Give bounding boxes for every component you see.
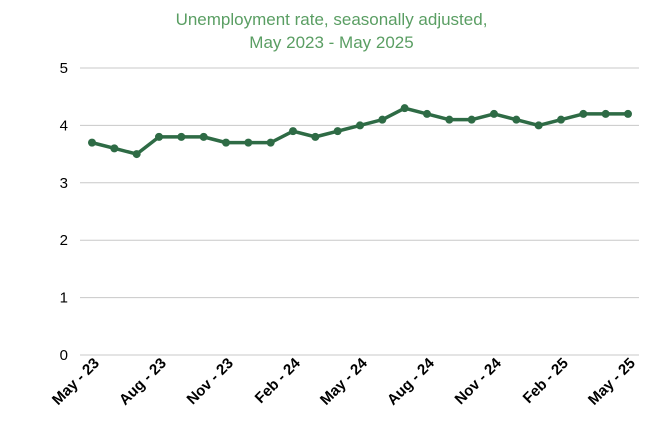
data-point <box>88 138 96 147</box>
data-point <box>467 115 476 124</box>
data-point <box>512 115 521 124</box>
x-tick-label: May - 24 <box>317 354 371 408</box>
data-point <box>132 150 141 159</box>
y-tick-label-0: 0 <box>60 347 68 364</box>
data-point <box>110 144 119 153</box>
chart-title-line-2: May 2023 - May 2025 <box>249 33 414 52</box>
y-tick-label-1: 1 <box>60 290 68 307</box>
y-tick-label-3: 3 <box>60 175 68 192</box>
data-point <box>244 138 253 147</box>
y-tick-label-5: 5 <box>60 60 68 77</box>
data-point <box>624 109 632 118</box>
x-tick-label: Aug - 23 <box>116 355 170 409</box>
data-point <box>356 121 364 130</box>
x-tick-label: May - 25 <box>585 355 639 409</box>
data-point <box>378 115 387 124</box>
x-tick-label: Nov - 23 <box>184 355 237 408</box>
x-tick-label: Feb - 25 <box>520 355 572 407</box>
series-line <box>90 106 630 156</box>
x-tick-label: Nov - 24 <box>452 354 506 408</box>
data-point <box>490 109 498 118</box>
y-axis-tick-labels: 0 1 2 3 4 5 <box>60 60 68 364</box>
data-point <box>423 109 431 118</box>
x-axis-tick-labels: May - 23 Aug - 23 Nov - 23 Feb - 24 May - 24… <box>49 354 639 408</box>
y-tick-label-4: 4 <box>60 117 68 134</box>
data-point <box>289 127 297 136</box>
data-point <box>333 127 342 136</box>
x-tick-label: Aug - 24 <box>384 354 438 408</box>
data-point <box>266 138 275 147</box>
grid-lines <box>80 67 639 356</box>
data-point <box>557 115 565 124</box>
data-point <box>445 115 454 124</box>
data-point <box>222 138 230 147</box>
x-tick-label: Feb - 24 <box>252 354 305 407</box>
data-point <box>400 104 409 113</box>
data-point <box>601 109 610 118</box>
data-point <box>311 132 320 141</box>
y-tick-label-2: 2 <box>60 232 68 249</box>
data-point <box>177 132 186 141</box>
data-point <box>579 109 588 118</box>
data-point <box>534 121 543 130</box>
data-point <box>199 132 208 141</box>
x-tick-label: May - 23 <box>49 355 103 409</box>
chart-title: Unemployment rate, seasonally adjusted, … <box>0 8 663 54</box>
chart-title-line-1: Unemployment rate, seasonally adjusted, <box>175 10 488 29</box>
series-layer <box>88 104 632 159</box>
data-point <box>155 132 163 141</box>
